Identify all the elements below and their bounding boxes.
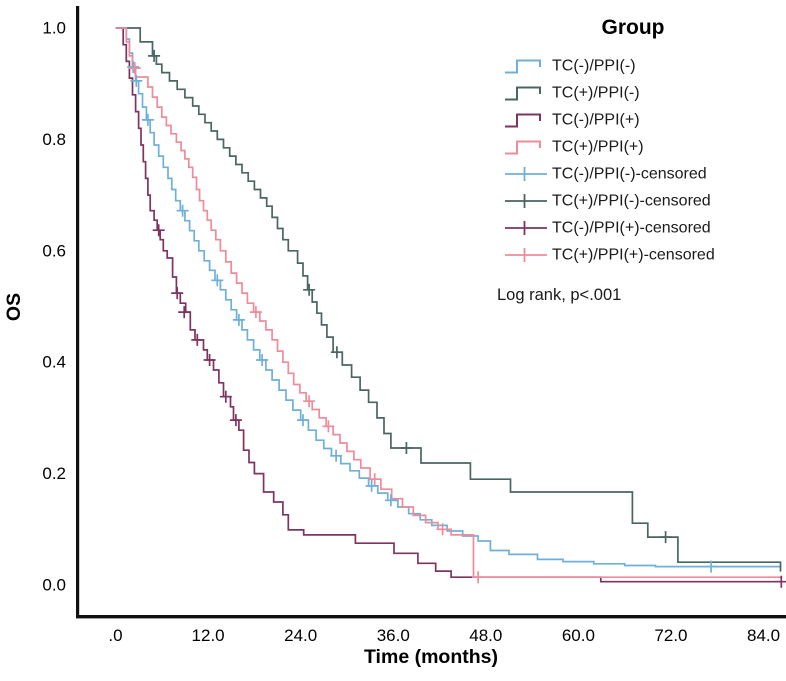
legend-item-label: TC(-)/PPI(-) <box>552 58 636 75</box>
x-tick-label: .0 <box>108 626 122 645</box>
y-axis-spine <box>76 6 80 618</box>
legend-step-icon <box>505 113 541 128</box>
km-curve-TC(-)/PPI(+) <box>115 27 783 583</box>
legend-step-icon <box>505 86 541 101</box>
censor-marks-TC(+)/PPI(-) <box>148 49 672 544</box>
legend-step-icon <box>505 59 541 74</box>
legend-item-label: TC(+)/PPI(+)-censored <box>552 247 715 264</box>
legend-item-label: TC(+)/PPI(-)-censored <box>552 193 711 210</box>
censor-marks-TC(-)/PPI(-) <box>127 61 718 573</box>
km-curve-TC(+)/PPI(+) <box>115 27 781 579</box>
y-tick-label: 0.4 <box>42 353 66 372</box>
x-tick-label: 24.0 <box>284 626 317 645</box>
legend-censored-icon <box>505 248 547 262</box>
y-tick-label: 0.2 <box>42 464 66 483</box>
x-axis-title: Time (months) <box>364 646 498 668</box>
y-axis-title: OS <box>3 293 25 321</box>
legend-item: TC(-)/PPI(-) <box>505 58 636 75</box>
legend-item: TC(+)/PPI(-) <box>505 85 640 102</box>
legend-item: TC(-)/PPI(+) <box>505 112 640 129</box>
y-tick-label: 0.0 <box>42 576 66 595</box>
x-tick-label: 60.0 <box>562 626 595 645</box>
legend-item-label: TC(-)/PPI(-)-censored <box>552 166 707 183</box>
legend-censored-icon <box>505 167 547 181</box>
y-tick-label: 1.0 <box>42 19 66 38</box>
x-tick-label: 72.0 <box>654 626 687 645</box>
km-curve-TC(-)/PPI(-) <box>115 27 782 568</box>
legend-items: TC(-)/PPI(-) TC(+)/PPI(-) TC(-)/PPI(+) TC(+… <box>505 58 715 264</box>
legend-censored-icon <box>505 221 547 235</box>
x-axis-spine <box>76 615 786 619</box>
legend-item-label: TC(+)/PPI(-) <box>552 85 640 102</box>
legend-step-icon <box>505 140 541 155</box>
legend-item: TC(-)/PPI(-)-censored <box>505 166 707 183</box>
legend-item: TC(+)/PPI(-)-censored <box>505 193 711 210</box>
x-tick-label: 84.0 <box>747 626 780 645</box>
censor-marks-TC(+)/PPI(+) <box>128 62 485 584</box>
curves-layer <box>115 27 786 588</box>
legend-item: TC(+)/PPI(+)-censored <box>505 247 715 264</box>
x-tick-label: 36.0 <box>377 626 410 645</box>
legend-title: Group <box>602 16 665 39</box>
y-tick-label: 0.8 <box>42 130 66 149</box>
ticks-layer: 0.0 0.2 0.4 0.6 0.8 1.0 .0 12.0 24.0 36.0 48.0 60.0… <box>42 19 780 646</box>
x-tick-label: 12.0 <box>192 626 225 645</box>
legend-item-label: TC(-)/PPI(+) <box>552 112 640 129</box>
legend-item: TC(+)/PPI(+) <box>505 139 644 156</box>
legend-item-label: TC(+)/PPI(+) <box>552 139 644 156</box>
log-rank-pvalue: Log rank, p<.001 <box>497 286 621 304</box>
y-tick-label: 0.6 <box>42 241 66 260</box>
legend-item-label: TC(-)/PPI(+)-censored <box>552 220 711 237</box>
legend-item: TC(-)/PPI(+)-censored <box>505 220 711 237</box>
x-tick-label: 48.0 <box>469 626 502 645</box>
censor-marks-TC(-)/PPI(+) <box>152 224 786 588</box>
legend-censored-icon <box>505 194 547 208</box>
km-curve-TC(+)/PPI(-) <box>115 27 782 572</box>
